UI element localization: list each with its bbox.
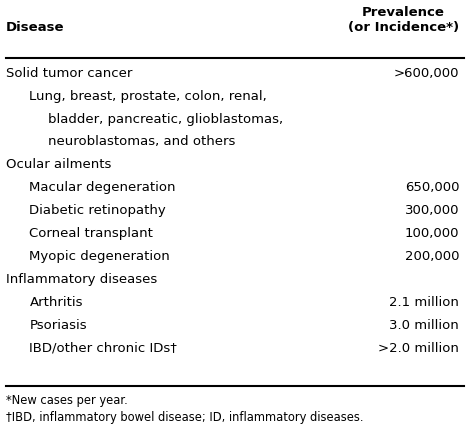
Text: 200,000: 200,000: [405, 250, 459, 263]
Text: Arthritis: Arthritis: [29, 296, 83, 309]
Text: *New cases per year.: *New cases per year.: [6, 394, 128, 407]
Text: Disease: Disease: [6, 20, 64, 34]
Text: Myopic degeneration: Myopic degeneration: [29, 250, 170, 263]
Text: >600,000: >600,000: [393, 67, 459, 80]
Text: IBD/other chronic IDs†: IBD/other chronic IDs†: [29, 342, 177, 355]
Text: 2.1 million: 2.1 million: [389, 296, 459, 309]
Text: 300,000: 300,000: [405, 204, 459, 217]
Text: Diabetic retinopathy: Diabetic retinopathy: [29, 204, 166, 217]
Text: Prevalence
(or Incidence*): Prevalence (or Incidence*): [347, 6, 459, 34]
Text: 100,000: 100,000: [405, 227, 459, 240]
Text: Solid tumor cancer: Solid tumor cancer: [6, 67, 132, 80]
Text: Psoriasis: Psoriasis: [29, 319, 87, 332]
Text: >2.0 million: >2.0 million: [378, 342, 459, 355]
Text: †IBD, inflammatory bowel disease; ID, inflammatory diseases.: †IBD, inflammatory bowel disease; ID, in…: [6, 411, 364, 424]
Text: 650,000: 650,000: [405, 181, 459, 194]
Text: Lung, breast, prostate, colon, renal,: Lung, breast, prostate, colon, renal,: [29, 89, 267, 103]
Text: Inflammatory diseases: Inflammatory diseases: [6, 273, 157, 286]
Text: neuroblastomas, and others: neuroblastomas, and others: [48, 135, 236, 149]
Text: Ocular ailments: Ocular ailments: [6, 158, 111, 171]
Text: bladder, pancreatic, glioblastomas,: bladder, pancreatic, glioblastomas,: [48, 112, 283, 126]
Text: Corneal transplant: Corneal transplant: [29, 227, 153, 240]
Text: Macular degeneration: Macular degeneration: [29, 181, 176, 194]
Text: 3.0 million: 3.0 million: [389, 319, 459, 332]
